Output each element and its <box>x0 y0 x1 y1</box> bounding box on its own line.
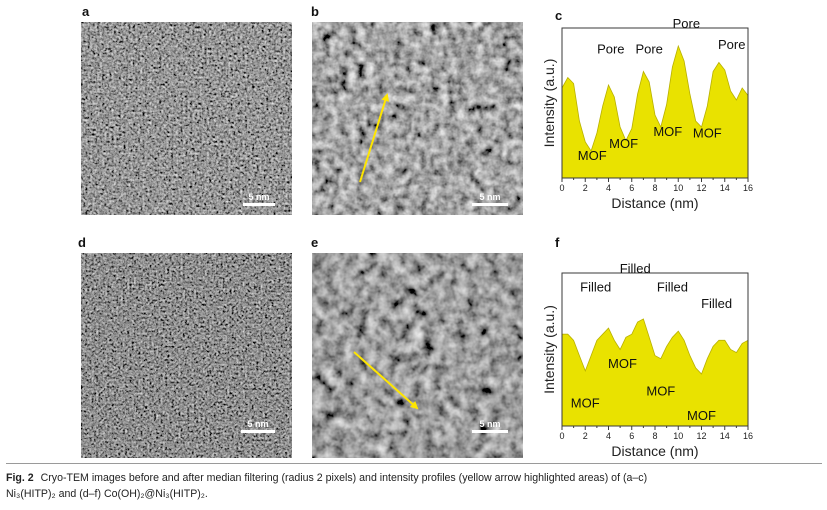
x-axis-label: Distance (nm) <box>611 195 698 211</box>
micrograph-a: 5 nm <box>81 22 292 215</box>
x-tick-label: 14 <box>720 431 730 441</box>
scale-label-e: 5 nm <box>479 419 501 429</box>
x-tick-label: 0 <box>559 431 564 441</box>
profile-arrow-e <box>353 351 419 410</box>
caption-ni-formula: Ni₃(HITP)₂ <box>6 488 56 500</box>
x-tick-label: 4 <box>606 431 611 441</box>
annotation-label: MOF <box>693 126 722 141</box>
annotation-label: Filled <box>580 279 611 294</box>
scale-bar-d: 5 nm <box>241 419 275 433</box>
micrograph-b: 5 nm <box>312 22 523 215</box>
scale-label-a: 5 nm <box>248 192 270 202</box>
y-axis-label: Intensity (a.u.) <box>541 305 557 394</box>
x-tick-label: 6 <box>629 431 634 441</box>
x-tick-label: 0 <box>559 183 564 193</box>
panel-label-e: e <box>311 235 319 250</box>
annotation-label: MOF <box>687 408 716 423</box>
profile-line <box>561 44 749 152</box>
annotation-label: MOF <box>646 383 675 398</box>
annotation-label: Pore <box>635 42 662 57</box>
annotation-label: MOF <box>609 136 638 151</box>
x-tick-label: 6 <box>629 183 634 193</box>
profile-area <box>562 318 748 426</box>
scale-bar-b: 5 nm <box>472 192 508 206</box>
scale-bar-a: 5 nm <box>243 192 275 206</box>
profile-line <box>562 318 749 375</box>
profile-arrow-b <box>359 93 390 183</box>
panel-label-a: a <box>82 4 90 19</box>
panel-label-d: d <box>78 235 86 250</box>
annotation-label: Pore <box>673 18 700 31</box>
x-tick-label: 16 <box>743 431 753 441</box>
panel-label-c: c <box>555 8 563 23</box>
annotation-label: MOF <box>571 396 600 411</box>
x-tick-label: 16 <box>743 183 753 193</box>
annotation-label: MOF <box>653 124 682 139</box>
scale-label-b: 5 nm <box>479 192 501 202</box>
scale-label-d: 5 nm <box>247 419 269 429</box>
figure-caption: Fig. 2 Cryo-TEM images before and after … <box>6 470 822 502</box>
x-tick-label: 8 <box>652 183 657 193</box>
profile-area <box>562 46 748 178</box>
annotation-label: Filled <box>657 279 688 294</box>
caption-co-formula: Co(OH)₂@Ni₃(HITP)₂. <box>103 488 208 500</box>
x-tick-label: 12 <box>696 431 706 441</box>
annotation-label: MOF <box>608 356 637 371</box>
intensity-profile-chart-c: 0 2 4 6 8 10 12 14 16 Distance (nm) Intensity (a.u… <box>541 18 753 211</box>
x-tick-label: 4 <box>606 183 611 193</box>
panel-label-f: f <box>555 235 560 250</box>
panel-label-b: b <box>311 4 319 19</box>
caption-fig-label: Fig. 2 <box>6 472 34 484</box>
x-tick-label: 10 <box>673 183 683 193</box>
scale-bar-e: 5 nm <box>472 419 508 433</box>
micrograph-e: 5 nm <box>312 253 523 458</box>
annotation-label: Pore <box>718 37 745 52</box>
x-tick-label: 2 <box>583 183 588 193</box>
x-tick-label: 14 <box>720 183 730 193</box>
annotation-label: Pore <box>597 42 624 57</box>
caption-and: and (d–f) <box>58 488 101 500</box>
x-tick-label: 12 <box>696 183 706 193</box>
x-tick-label: 2 <box>583 431 588 441</box>
annotation-label: Filled <box>620 261 651 276</box>
annotation-label: Filled <box>701 296 732 311</box>
caption-line1: Cryo-TEM images before and after median … <box>40 472 648 484</box>
x-tick-label: 8 <box>652 431 657 441</box>
micrograph-d: 5 nm <box>81 253 292 458</box>
y-axis-label: Intensity (a.u.) <box>541 59 557 148</box>
annotation-label: MOF <box>578 148 607 163</box>
x-axis-label: Distance (nm) <box>611 443 698 459</box>
caption-rule <box>6 463 822 464</box>
x-tick-label: 10 <box>673 431 683 441</box>
intensity-profile-chart-f: 0 2 4 6 8 10 12 14 16 Distance (nm) Intensity (a.u… <box>541 261 753 459</box>
